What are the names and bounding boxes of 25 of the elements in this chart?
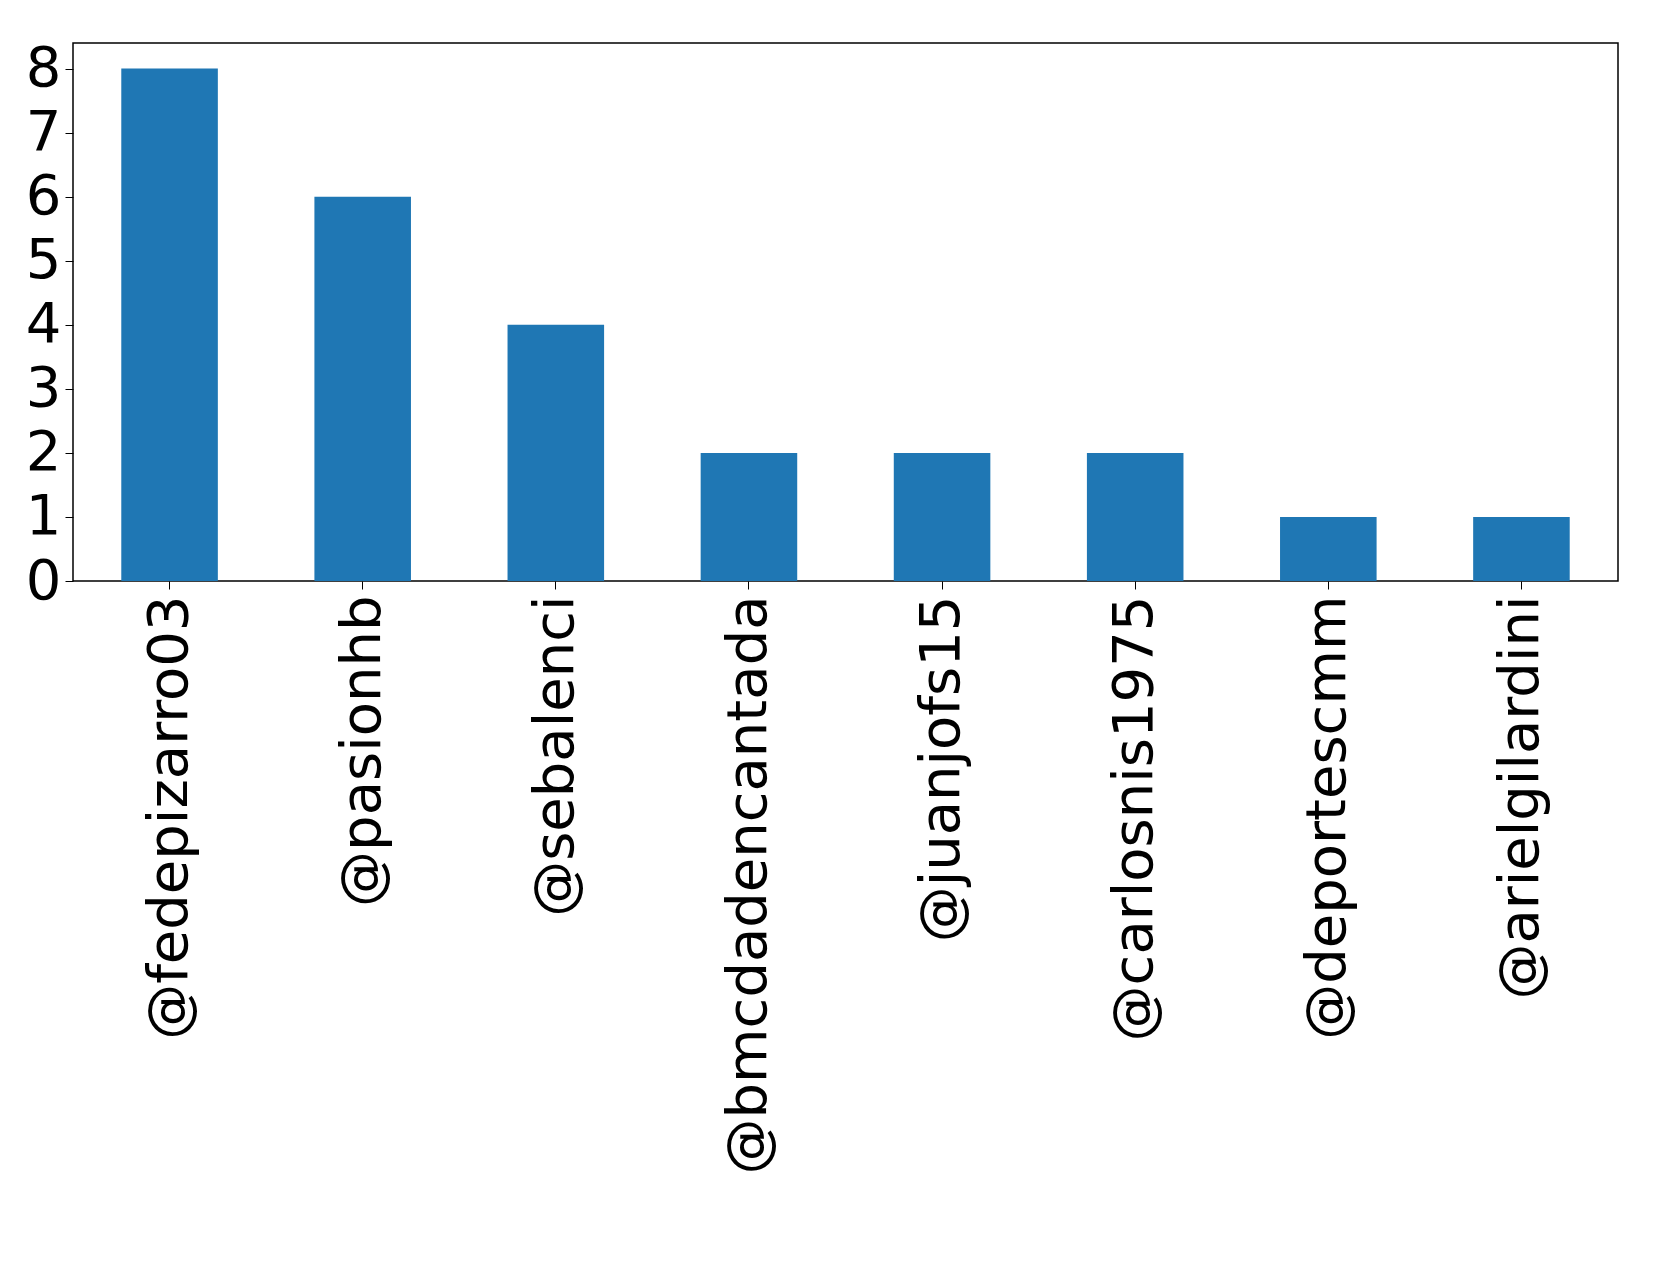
- y-tick-label: 8: [25, 34, 62, 100]
- y-tick-label: 7: [25, 98, 62, 164]
- bar: [1473, 516, 1570, 581]
- x-tick-label: @juanjofs15: [907, 595, 973, 943]
- y-tick-label: 1: [25, 482, 62, 548]
- y-tick-label: 0: [25, 546, 62, 612]
- bar: [1086, 452, 1184, 581]
- x-tick-label: @pasionhb: [327, 595, 393, 907]
- y-tick-label: 6: [25, 162, 62, 228]
- y-tick-label: 4: [25, 290, 62, 356]
- bar: [1280, 516, 1377, 581]
- x-tick-label: @arielgilardini: [1486, 595, 1552, 1000]
- x-tick-label: @sebalenci: [520, 595, 586, 917]
- y-tick-label: 3: [25, 354, 62, 420]
- bar: [121, 68, 218, 581]
- y-tick-label: 2: [25, 418, 62, 484]
- x-tick-label: @deportescmm: [1293, 595, 1359, 1040]
- x-tick-label: @fedepizarro03: [134, 595, 200, 1040]
- y-tick-label: 5: [25, 226, 62, 292]
- bar: [893, 452, 991, 581]
- x-tick-label: @bmcdadencantada: [713, 595, 779, 1175]
- x-tick-label: @carlosnis1975: [1100, 595, 1166, 1042]
- bar: [700, 452, 798, 581]
- bar: [314, 196, 411, 581]
- bar: [507, 324, 605, 581]
